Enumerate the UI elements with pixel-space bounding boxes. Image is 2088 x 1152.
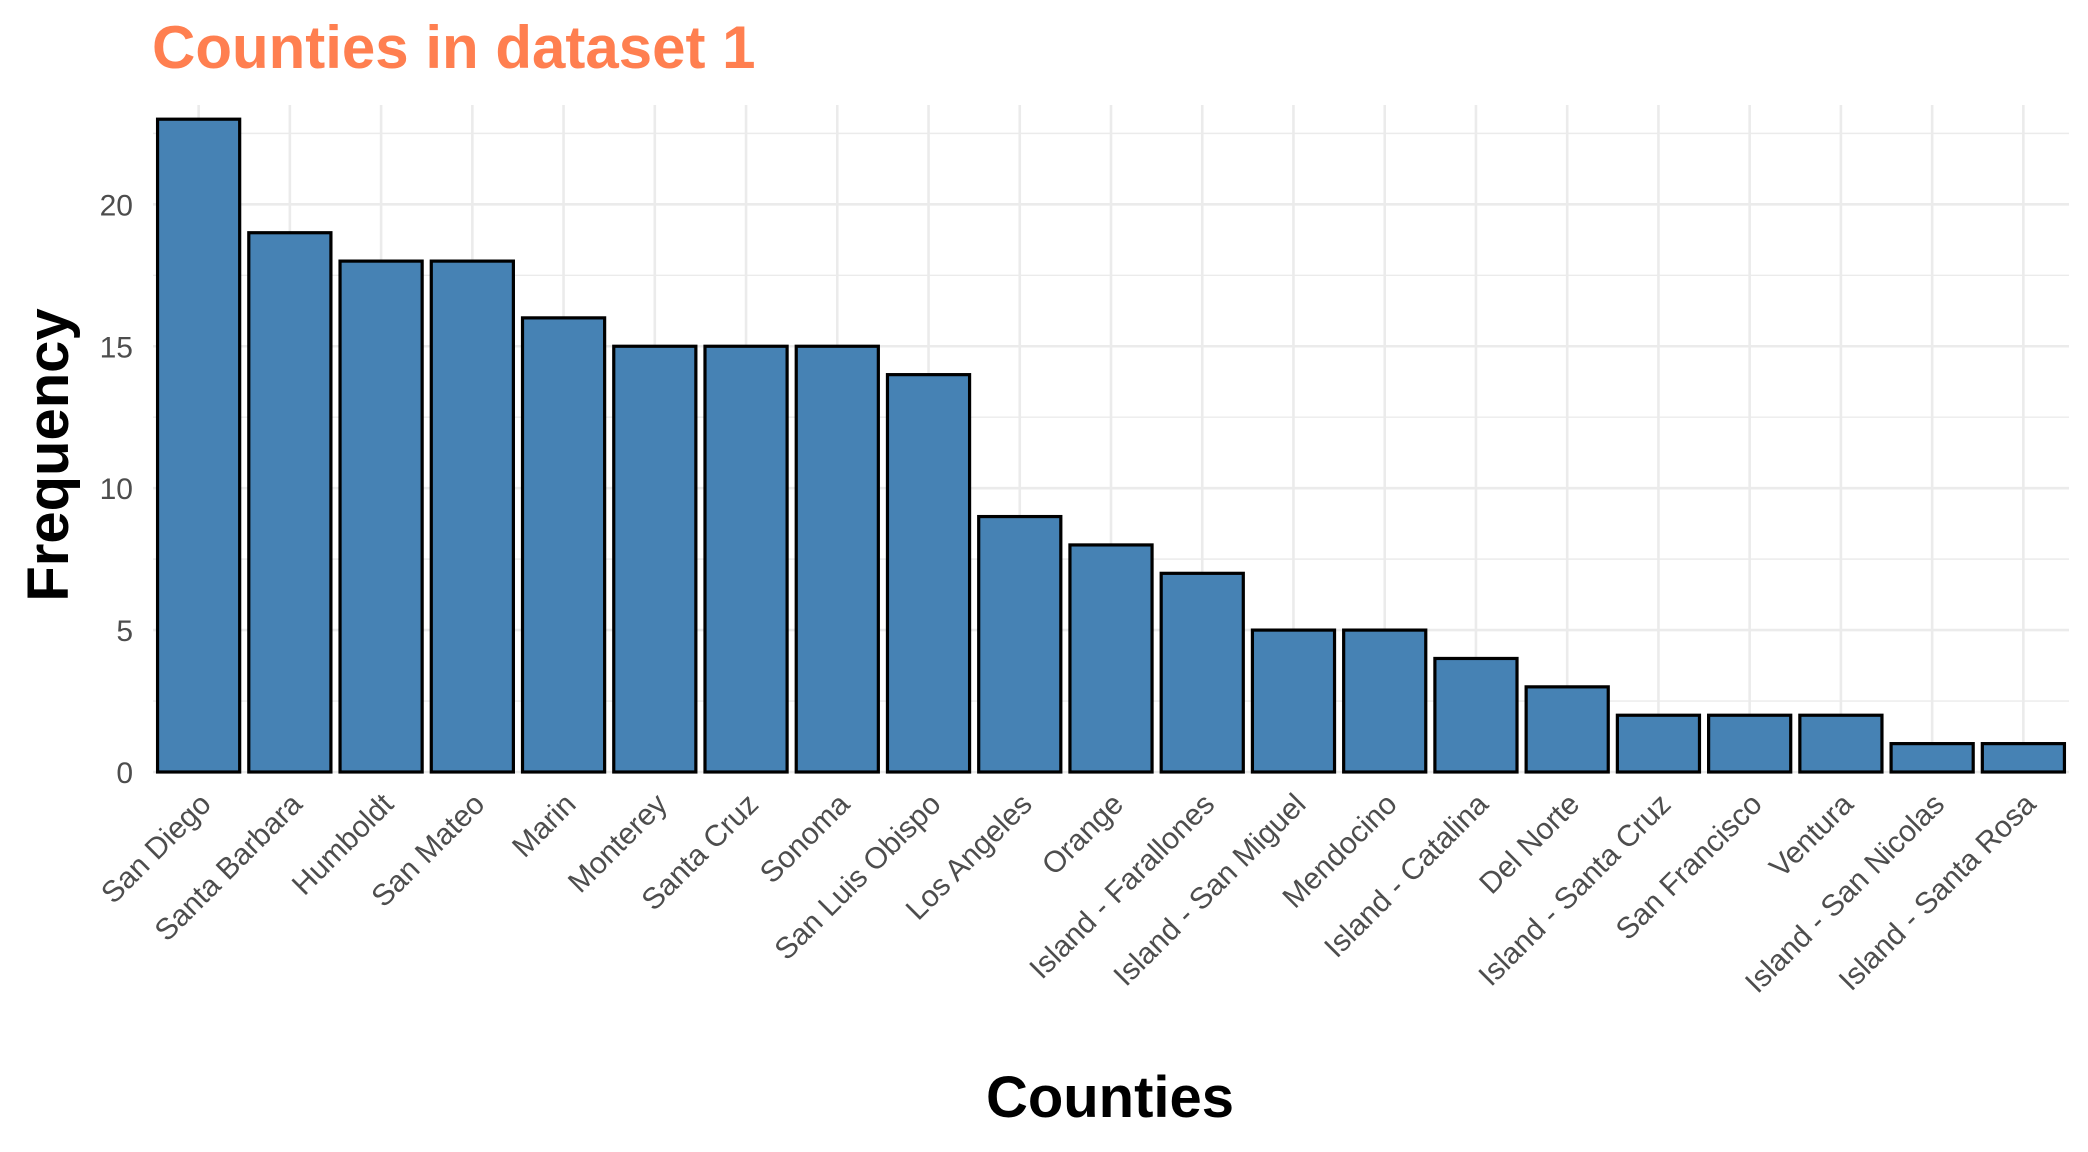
y-tick-label: 5 (116, 615, 133, 648)
y-tick-label: 15 (100, 331, 133, 364)
bar-island-farallones (1159, 571, 1245, 774)
bar-san-mateo (429, 259, 515, 774)
bar-sonoma (794, 344, 880, 774)
y-axis-ticks: 0 5 10 15 20 (100, 189, 133, 790)
y-tick-label: 10 (100, 473, 133, 506)
x-tick-label: San Luis Obispo (768, 788, 947, 967)
bars (155, 117, 2067, 774)
bar-mendocino (1342, 628, 1428, 774)
x-axis-title: Counties (986, 1065, 1234, 1130)
bar-orange (1068, 543, 1154, 774)
bar-island-san-miguel (1250, 628, 1337, 774)
bar-del-norte (1524, 685, 1610, 774)
y-axis-title: Frequency (16, 308, 81, 601)
bar-island-santa-rosa (1980, 742, 2067, 774)
x-tick-label: Marin (506, 788, 582, 864)
bar-san-francisco (1707, 713, 1793, 774)
x-tick-label: Island - Catalina (1318, 787, 1495, 964)
bar-island-san-nicolas (1889, 742, 1975, 774)
bar-humboldt (338, 259, 424, 774)
bar-ventura (1798, 713, 1884, 774)
bar-san-luis-obispo (885, 373, 972, 774)
bar-island-santa-cruz (1615, 713, 1702, 774)
bar-santa-barbara (247, 231, 333, 774)
bar-santa-cruz (703, 344, 789, 774)
bar-los-angeles (977, 514, 1063, 774)
bar-monterey (612, 344, 698, 774)
bar-marin (520, 316, 607, 774)
chart-title: Counties in dataset 1 (152, 14, 755, 81)
bar-island-catalina (1433, 656, 1519, 774)
x-tick-label: Orange (1036, 788, 1130, 882)
y-tick-label: 20 (100, 189, 133, 222)
bar-san-diego (155, 117, 242, 774)
y-tick-label: 0 (116, 757, 133, 790)
